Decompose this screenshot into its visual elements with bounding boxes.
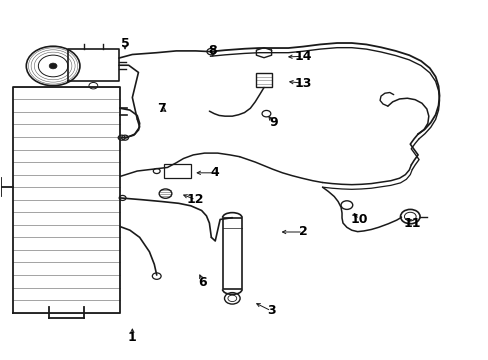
Text: 13: 13 <box>294 77 311 90</box>
Bar <box>163 164 190 178</box>
Text: 6: 6 <box>198 276 207 289</box>
Text: 1: 1 <box>128 331 137 344</box>
Text: 8: 8 <box>208 44 217 57</box>
Text: 11: 11 <box>403 216 421 230</box>
Text: 10: 10 <box>349 213 367 226</box>
Bar <box>222 218 242 289</box>
Text: 9: 9 <box>269 116 278 129</box>
Text: 14: 14 <box>294 50 311 63</box>
Text: 3: 3 <box>266 305 275 318</box>
Text: 5: 5 <box>121 37 129 50</box>
Circle shape <box>49 63 57 69</box>
Text: 4: 4 <box>210 166 219 179</box>
Text: 2: 2 <box>298 225 307 238</box>
Text: 12: 12 <box>186 193 204 206</box>
Text: 7: 7 <box>157 102 165 115</box>
Bar <box>256 73 271 87</box>
